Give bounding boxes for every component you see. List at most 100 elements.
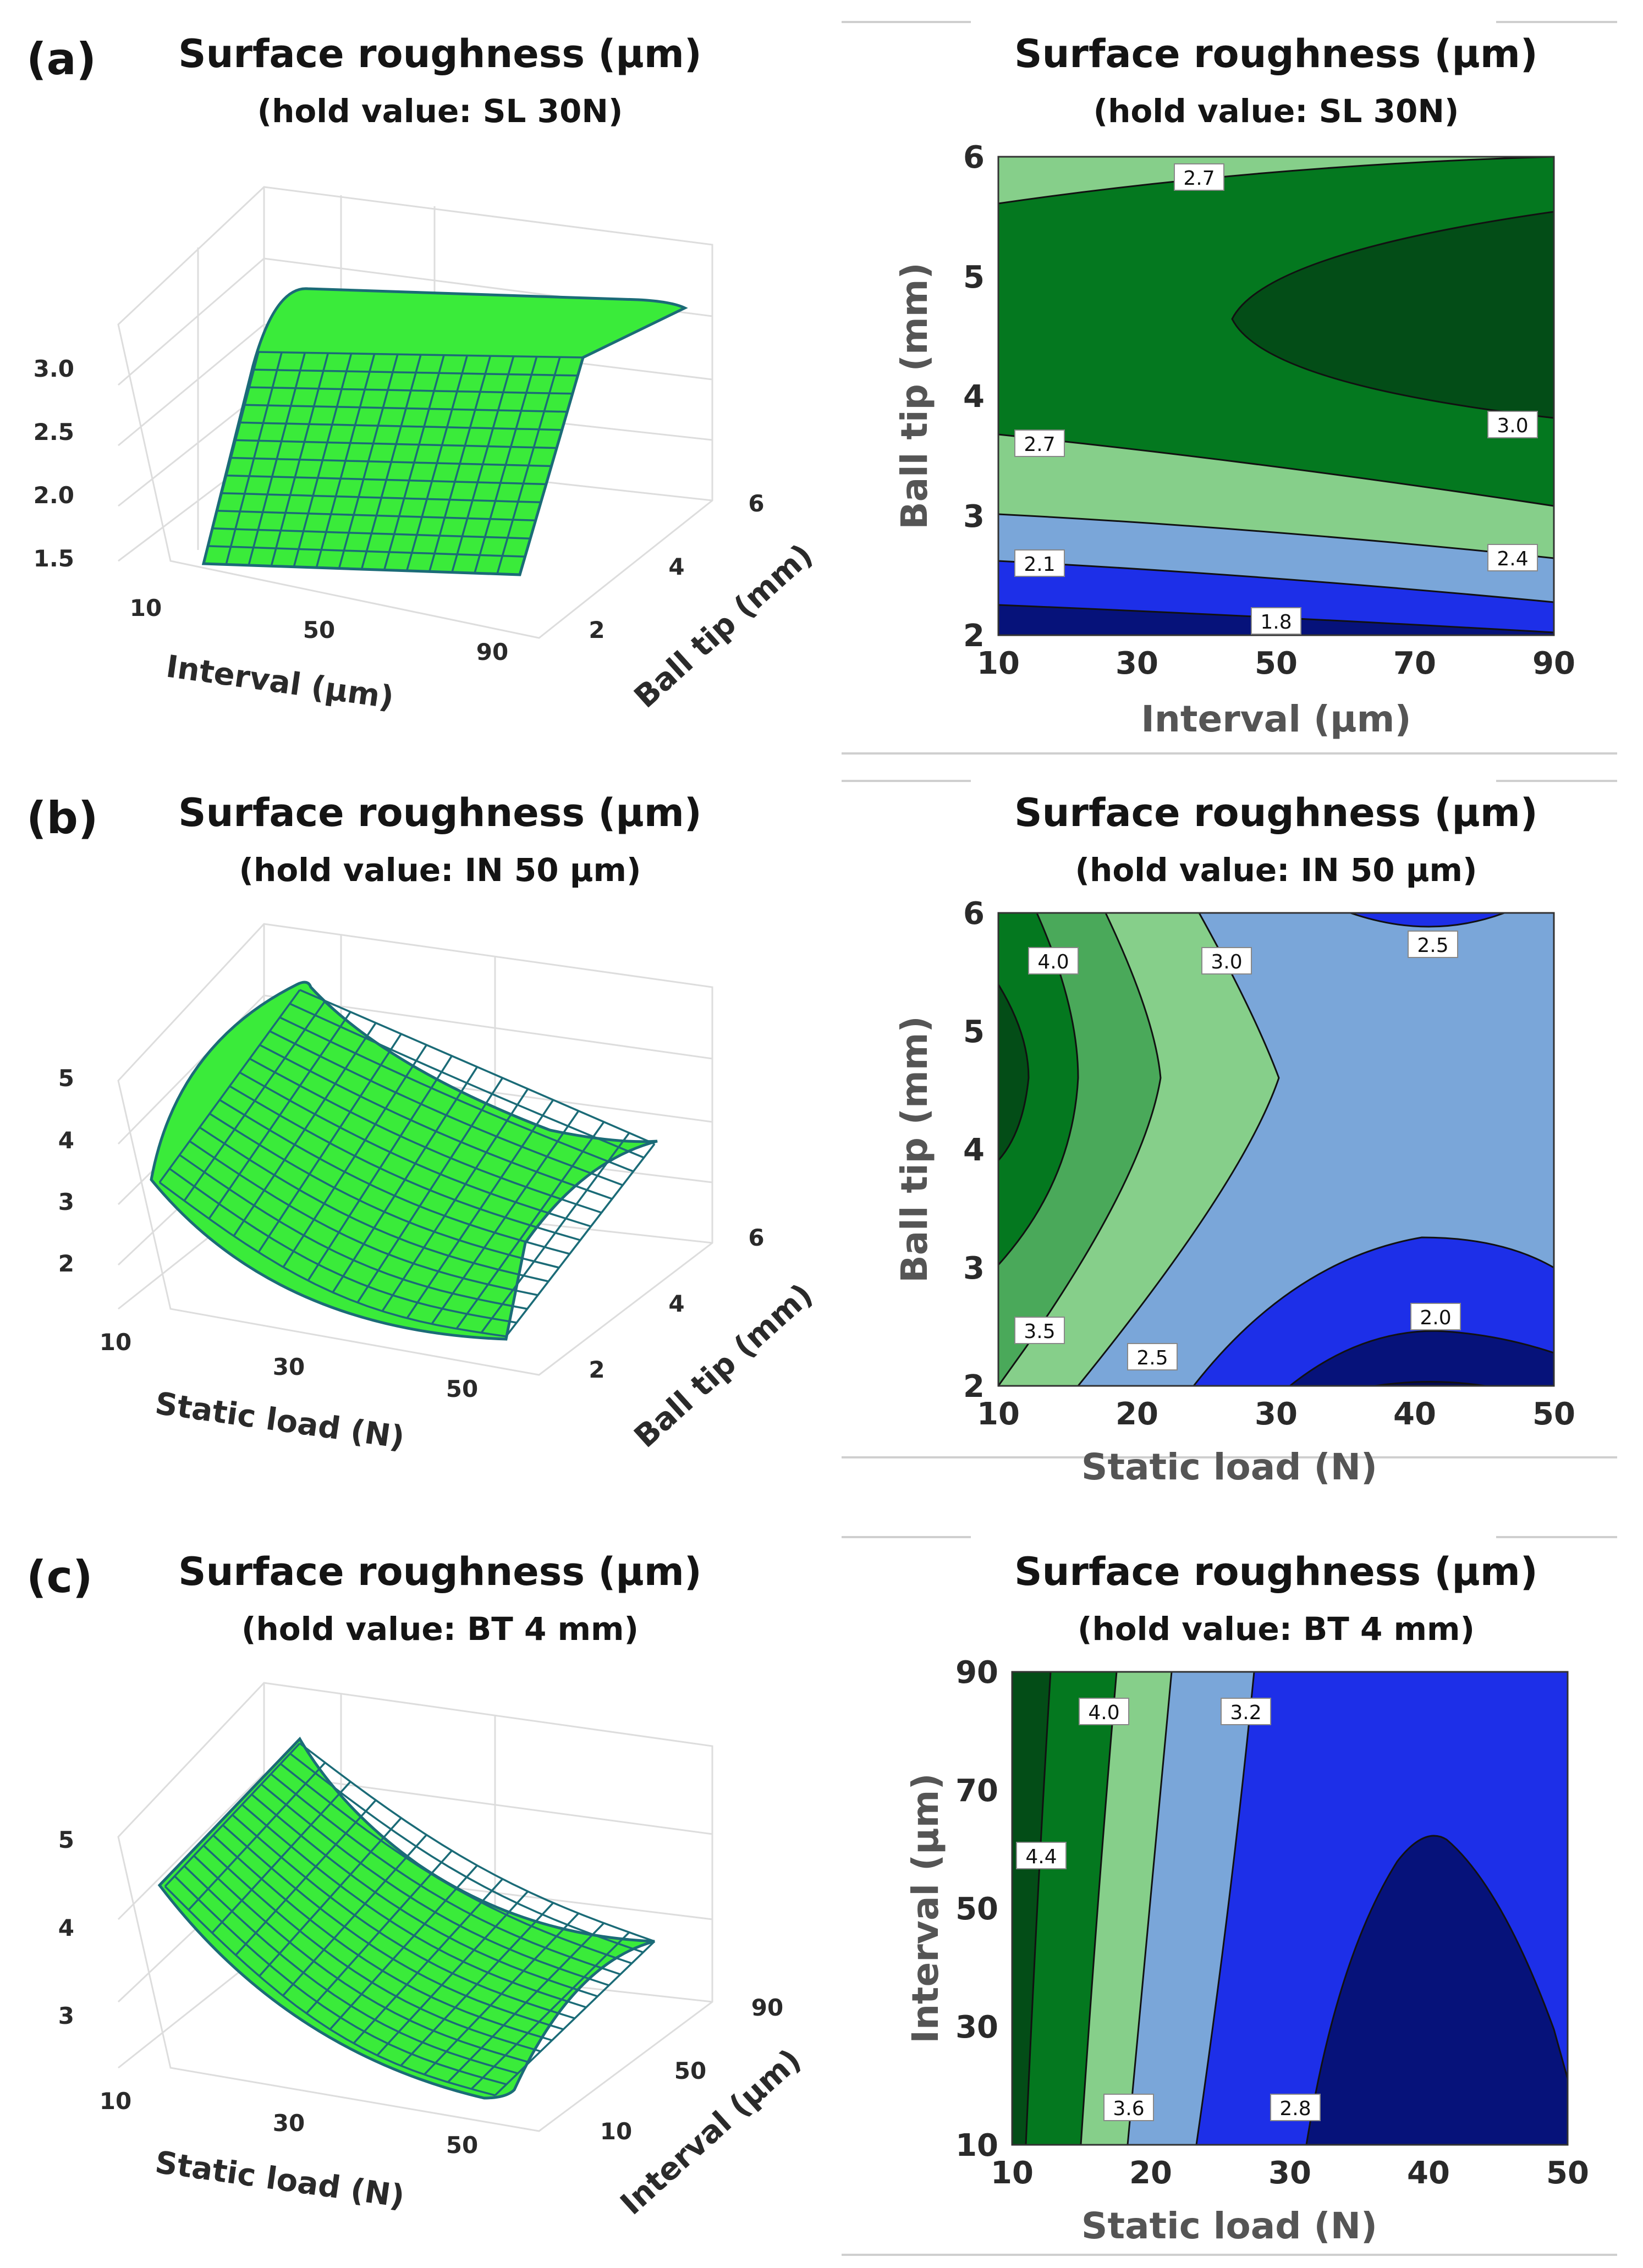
y-axis-label: Ball tip (mm) [628,1277,820,1455]
y-axis-label: Interval (μm) [904,1773,947,2043]
panel-label-b: (b) [26,792,98,844]
x-tick-label: 70 [1393,646,1436,681]
y-tick-label: 10 [955,2128,998,2164]
y-tick-label: 70 [955,1773,998,1809]
surface [204,289,685,575]
contour-label: 4.0 [1037,951,1069,973]
z-tick-label: 3.0 [34,355,74,382]
z-tick-label: 4 [58,1127,74,1154]
contour-label: 3.6 [1113,2098,1144,2120]
chart-title: Surface roughness (μm) [178,31,702,76]
contour-label: 3.0 [1497,415,1528,437]
z-tick-label: 5 [58,1065,74,1092]
contour-label: 2.1 [1024,553,1055,576]
x-tick-label: 10 [100,2088,131,2115]
x-tick-label: 10 [100,1329,131,1356]
x-axis-label: Interval (μm) [164,648,396,715]
chart-title: Surface roughness (μm) [178,1549,702,1594]
y-tick-label: 10 [600,2118,632,2145]
x-tick-label: 30 [1255,1396,1298,1432]
contour-label: 3.2 [1230,1702,1261,1724]
chart-title: Surface roughness (μm) [178,790,702,835]
x-axis-label: Static load (N) [1081,2205,1377,2247]
chart-subtitle: (hold value: BT 4 mm) [241,1610,639,1648]
y-tick-label: 3 [963,1251,985,1286]
y-tick-label: 6 [963,896,985,932]
chart-subtitle: (hold value: SL 30N) [1093,92,1459,130]
x-tick-label: 30 [1116,646,1158,681]
z-tick-label: 3 [58,2002,74,2029]
chart-c-surface: Surface roughness (μm) (hold value: BT 4… [58,1549,808,2222]
contour-label: 2.5 [1417,934,1448,957]
contour-label: 2.5 [1136,1347,1168,1369]
x-tick-label: 40 [1407,2155,1450,2191]
y-axis-label: Interval (μm) [614,2042,808,2222]
contour-label: 4.4 [1025,1846,1057,1868]
y-tick-label: 2 [963,1369,985,1405]
y-axis-label: Ball tip (mm) [893,262,936,529]
chart-title: Surface roughness (μm) [1014,1549,1538,1594]
contour-label: 1.8 [1260,611,1292,634]
surface-mesh [204,289,685,575]
chart-b-surface: Surface roughness (μm) (hold value: IN 5… [58,790,820,1456]
chart-subtitle: (hold value: BT 4 mm) [1078,1610,1475,1648]
y-tick-label: 3 [963,499,985,535]
y-tick-label: 6 [748,1224,764,1251]
y-ticks: 10 30 50 70 90 [955,1655,998,2164]
chart-c-contour: Surface roughness (μm) (hold value: BT 4… [904,1549,1589,2247]
y-tick-label: 2 [963,618,985,654]
panel-label-c: (c) [26,1551,93,1603]
contour-label: 2.7 [1183,167,1215,190]
z-tick-label: 2 [58,1250,74,1277]
z-ticks: 5 4 3 2 [58,1065,74,1277]
y-axis-label: Ball tip (mm) [893,1016,936,1282]
x-ticks: 10 30 50 70 90 [977,646,1575,681]
y-tick-label: 30 [955,2010,998,2045]
x-tick-label: 40 [1393,1396,1436,1432]
z-tick-label: 2.5 [34,419,74,445]
y-tick-label: 6 [748,490,764,517]
chart-subtitle: (hold value: SL 30N) [257,92,623,130]
x-ticks: 10 20 30 40 50 [991,2155,1589,2191]
chart-b-contour: Surface roughness (μm) (hold value: IN 5… [893,790,1575,1488]
x-tick-label: 30 [273,2110,305,2137]
y-tick-label: 5 [963,260,985,295]
y-tick-label: 4 [963,379,985,415]
contour-bands [998,913,1554,1386]
chart-title: Surface roughness (μm) [1014,31,1538,76]
chart-subtitle: (hold value: IN 50 μm) [239,851,641,889]
y-axis-label: Ball tip (mm) [628,537,820,715]
contour-label: 2.8 [1279,2098,1311,2120]
z-tick-label: 5 [58,1826,74,1853]
x-axis-label: Interval (μm) [1141,698,1411,740]
contour-bands [998,157,1554,638]
x-tick-label: 20 [1129,2155,1172,2191]
y-tick-label: 6 [963,140,985,175]
x-ticks: 10 30 50 [100,2088,478,2159]
y-tick-label: 50 [955,1891,998,1927]
contour-label: 4.0 [1088,1702,1119,1724]
z-tick-label: 3 [58,1188,74,1215]
chart-a-contour: Surface roughness (μm) (hold value: SL 3… [893,31,1575,740]
contour-label: 3.5 [1024,1320,1055,1343]
z-tick-label: 4 [58,1914,74,1941]
x-tick-label: 50 [1255,646,1298,681]
y-tick-label: 4 [668,553,684,580]
y-tick-label: 4 [668,1290,684,1317]
x-tick-label: 50 [303,616,335,643]
y-tick-label: 90 [955,1655,998,1691]
contour-bands [1012,1672,1568,2145]
contour-label: 2.0 [1420,1307,1451,1329]
panel-label-a: (a) [26,34,96,85]
z-ticks: 5 4 3 [58,1826,74,2029]
y-ticks: 2 3 4 5 6 [963,896,985,1405]
y-tick-label: 90 [751,1994,783,2021]
chart-a-surface: Surface roughness (μm) (hold value: SL 3… [34,31,820,716]
y-tick-label: 2 [589,1356,605,1383]
contour-label: 3.0 [1211,951,1242,973]
x-axis-label: Static load (N) [153,2144,406,2215]
z-ticks: 3.0 2.5 2.0 1.5 [34,355,74,572]
x-tick-label: 50 [1546,2155,1589,2191]
x-ticks: 10 30 50 [100,1329,478,1402]
